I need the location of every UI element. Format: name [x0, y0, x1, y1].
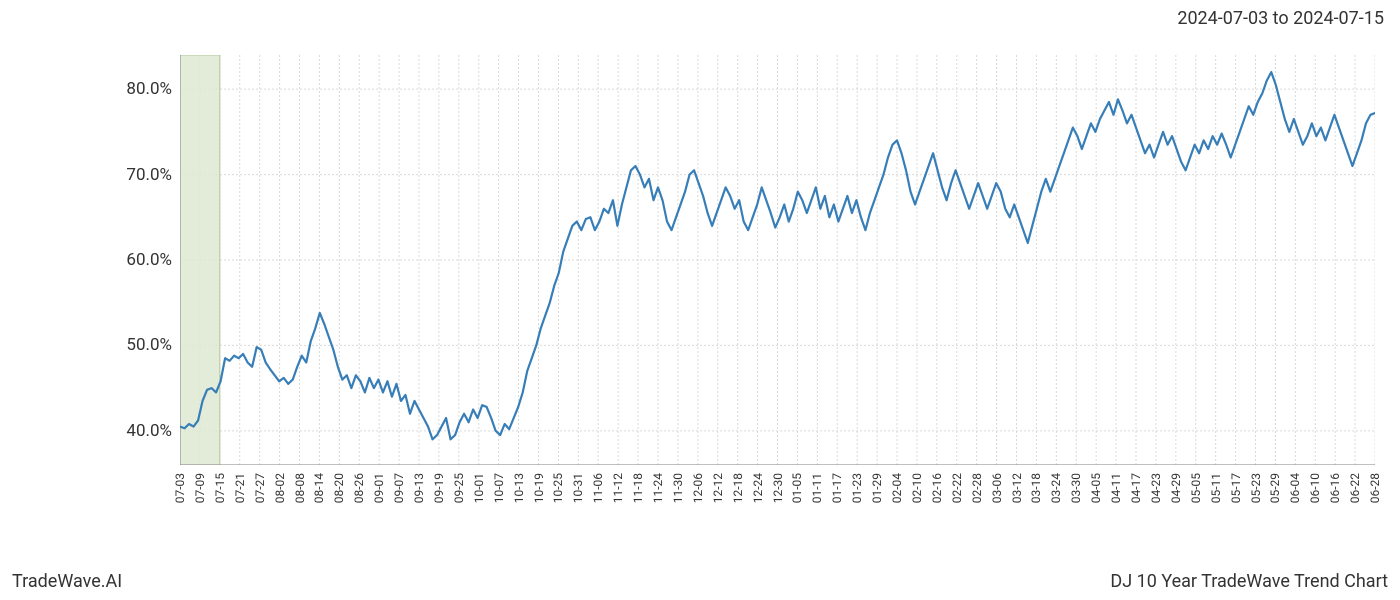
x-tick-label: 08-02: [273, 473, 287, 503]
x-tick-label: 11-12: [611, 473, 625, 503]
x-tick-label: 09-25: [452, 473, 466, 503]
x-tick-label: 08-08: [293, 473, 307, 503]
x-tick-label: 03-18: [1029, 473, 1043, 503]
x-tick-label: 11-18: [631, 473, 645, 503]
x-tick-label: 03-12: [1010, 473, 1024, 503]
x-tick-label: 10-01: [472, 473, 486, 503]
x-tick-label: 01-17: [830, 473, 844, 503]
x-tick-label: 09-07: [392, 473, 406, 503]
x-tick-label: 12-24: [751, 473, 765, 503]
chart-title: DJ 10 Year TradeWave Trend Chart: [1110, 571, 1388, 592]
x-tick-label: 07-15: [213, 473, 227, 503]
x-tick-label: 04-17: [1129, 473, 1143, 503]
y-tick-label: 40.0%: [92, 421, 172, 441]
x-tick-label: 05-17: [1229, 473, 1243, 503]
x-tick-label: 02-10: [910, 473, 924, 503]
x-tick-label: 08-14: [312, 473, 326, 503]
x-tick-label: 11-30: [671, 473, 685, 503]
x-tick-label: 12-12: [711, 473, 725, 503]
x-tick-label: 01-29: [870, 473, 884, 503]
date-range-label: 2024-07-03 to 2024-07-15: [1177, 8, 1384, 29]
x-tick-label: 02-16: [930, 473, 944, 503]
x-tick-label: 10-19: [532, 473, 546, 503]
x-tick-label: 06-28: [1368, 473, 1382, 503]
x-tick-label: 05-05: [1189, 473, 1203, 503]
x-tick-label: 11-24: [651, 473, 665, 503]
footer-brand: TradeWave.AI: [12, 571, 122, 592]
y-tick-label: 60.0%: [92, 250, 172, 270]
x-tick-label: 06-04: [1288, 473, 1302, 503]
y-tick-label: 50.0%: [92, 335, 172, 355]
x-tick-label: 07-09: [193, 473, 207, 503]
x-tick-label: 09-01: [372, 473, 386, 503]
x-tick-label: 04-11: [1109, 473, 1123, 503]
x-tick-label: 10-13: [512, 473, 526, 503]
x-tick-label: 12-18: [731, 473, 745, 503]
x-tick-label: 07-21: [233, 473, 247, 503]
y-tick-label: 80.0%: [92, 79, 172, 99]
x-tick-label: 06-16: [1328, 473, 1342, 503]
x-tick-label: 08-26: [352, 473, 366, 503]
x-tick-label: 03-06: [990, 473, 1004, 503]
x-tick-label: 01-05: [790, 473, 804, 503]
x-tick-label: 05-23: [1249, 473, 1263, 503]
x-tick-label: 05-29: [1268, 473, 1282, 503]
x-tick-label: 06-10: [1308, 473, 1322, 503]
x-tick-label: 12-30: [771, 473, 785, 503]
x-tick-label: 02-04: [890, 473, 904, 503]
x-tick-label: 12-06: [691, 473, 705, 503]
x-tick-label: 04-29: [1169, 473, 1183, 503]
x-tick-label: 06-22: [1348, 473, 1362, 503]
x-tick-label: 10-07: [492, 473, 506, 503]
x-tick-label: 07-27: [253, 473, 267, 503]
trend-chart: [180, 55, 1375, 465]
x-tick-label: 05-11: [1209, 473, 1223, 503]
y-tick-label: 70.0%: [92, 165, 172, 185]
x-tick-label: 03-24: [1049, 473, 1063, 503]
x-tick-label: 08-20: [332, 473, 346, 503]
x-tick-label: 04-05: [1089, 473, 1103, 503]
x-tick-label: 09-19: [432, 473, 446, 503]
x-tick-label: 03-30: [1069, 473, 1083, 503]
x-tick-label: 02-28: [970, 473, 984, 503]
x-tick-label: 01-11: [810, 473, 824, 503]
x-tick-label: 02-22: [950, 473, 964, 503]
x-tick-label: 09-13: [412, 473, 426, 503]
x-tick-label: 10-31: [571, 473, 585, 503]
x-tick-label: 01-23: [850, 473, 864, 503]
x-tick-label: 04-23: [1149, 473, 1163, 503]
x-tick-label: 07-03: [173, 473, 187, 503]
x-tick-label: 10-25: [551, 473, 565, 503]
x-tick-label: 11-06: [591, 473, 605, 503]
